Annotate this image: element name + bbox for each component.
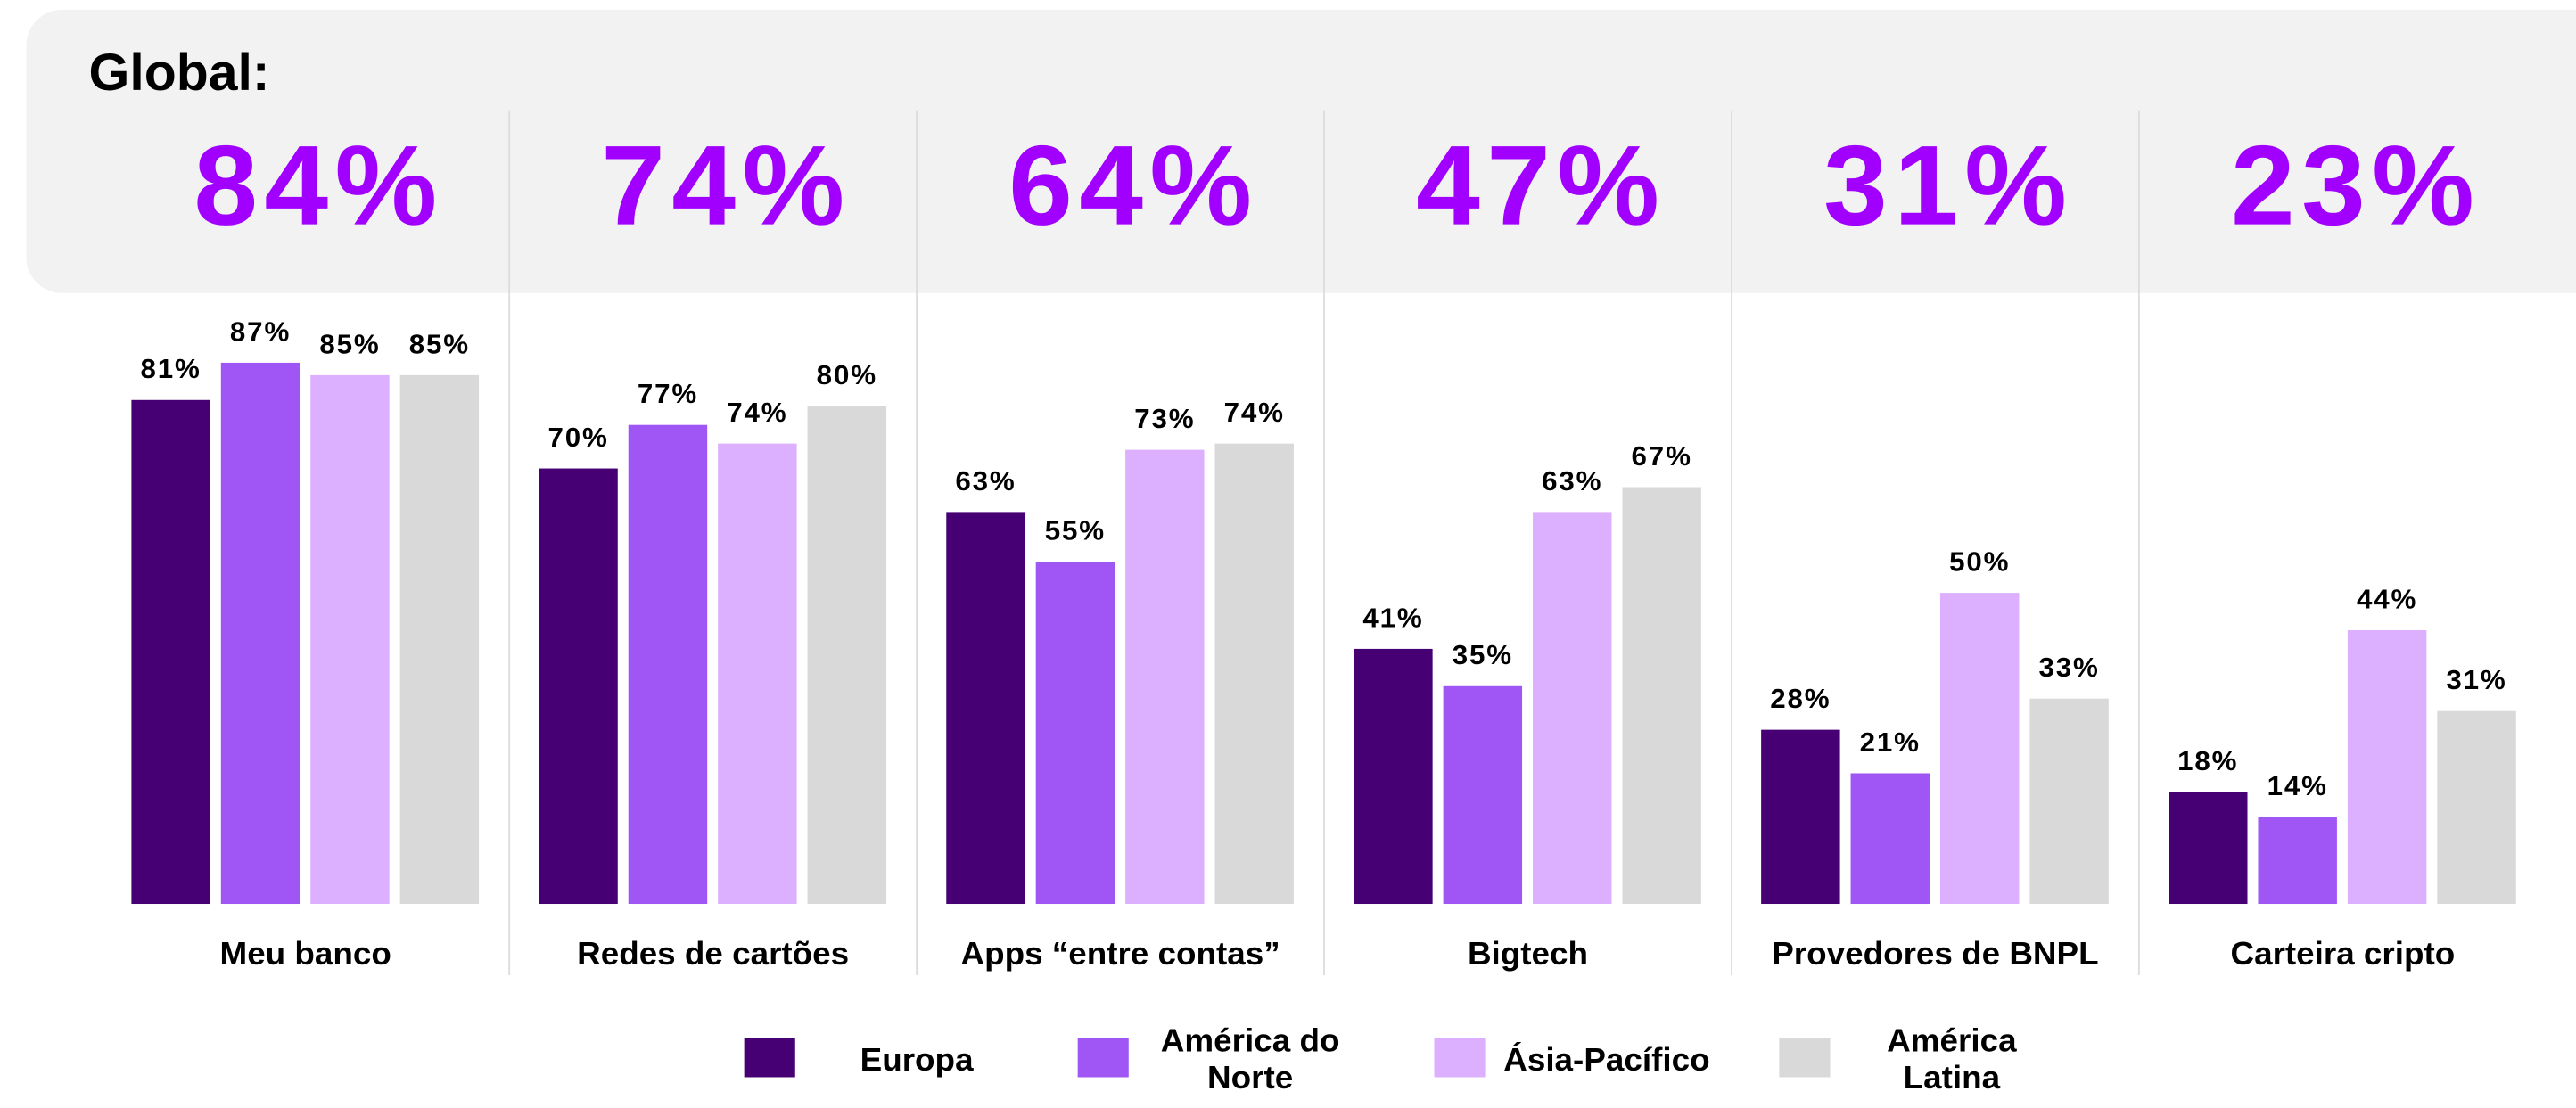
- bar: [2258, 817, 2337, 905]
- value-label: 55%: [1045, 515, 1106, 546]
- value-label: 41%: [1362, 603, 1423, 634]
- bar: [220, 362, 300, 905]
- bar: [1761, 729, 1840, 905]
- bar: [131, 399, 210, 905]
- bar: [1035, 562, 1115, 905]
- bar: [1939, 593, 2020, 905]
- bar: [718, 443, 797, 905]
- bar: [2437, 710, 2516, 905]
- bar: [399, 374, 480, 905]
- bar: [1354, 648, 1433, 905]
- bar: [539, 468, 618, 905]
- legend-label-box: América do Norte: [1160, 1023, 1340, 1097]
- bar: [2169, 792, 2248, 905]
- value-label: 67%: [1632, 440, 1692, 472]
- value-label: 21%: [1860, 726, 1921, 758]
- legend-label-box: Ásia-Pacífico: [1503, 1042, 1710, 1079]
- value-label: 63%: [1542, 465, 1602, 497]
- category-label: Apps “entre contas”: [960, 935, 1280, 972]
- value-label: 87%: [230, 316, 291, 348]
- value-label: 44%: [2357, 584, 2417, 615]
- bar: [1214, 443, 1294, 905]
- value-label: 31%: [2446, 664, 2506, 695]
- bar: [628, 424, 708, 905]
- category-label: Carteira cripto: [2230, 935, 2455, 972]
- bar: [1125, 449, 1205, 905]
- value-label: 33%: [2038, 652, 2099, 683]
- legend-label: Ásia-Pacífico: [1503, 1042, 1710, 1079]
- global-panel: [26, 9, 2576, 293]
- bar: [2029, 698, 2109, 905]
- value-label: 35%: [1453, 639, 1513, 670]
- bar: [2347, 629, 2427, 905]
- value-label: 18%: [2177, 745, 2238, 776]
- value-label: 70%: [547, 422, 608, 453]
- legend-swatch: [744, 1038, 795, 1078]
- category-label: Provedores de BNPL: [1772, 935, 2098, 972]
- chart-title: Global:: [88, 44, 269, 102]
- value-label: 63%: [955, 465, 1016, 497]
- value-label: 80%: [817, 359, 877, 390]
- value-label: 14%: [2267, 770, 2328, 801]
- bar: [1622, 487, 1701, 905]
- value-label: 73%: [1134, 403, 1195, 434]
- value-label: 85%: [319, 329, 380, 360]
- global-value: 23%: [2231, 122, 2481, 249]
- value-label: 85%: [409, 329, 470, 360]
- legend-label-box: Europa: [860, 1042, 974, 1079]
- value-label: 81%: [141, 353, 202, 384]
- legend-label-box: América Latina: [1887, 1023, 2017, 1097]
- value-label: 50%: [1949, 546, 2010, 578]
- global-value: 84%: [193, 122, 443, 249]
- category-label: Meu banco: [220, 935, 391, 972]
- category-label: Bigtech: [1468, 935, 1588, 972]
- bar: [946, 512, 1025, 905]
- bar: [807, 406, 887, 905]
- legend-swatch: [1434, 1038, 1486, 1078]
- value-label: 74%: [1224, 397, 1285, 428]
- global-value: 74%: [601, 122, 851, 249]
- global-value: 47%: [1416, 122, 1666, 249]
- bar: [310, 374, 390, 905]
- category-label: Redes de cartões: [577, 935, 849, 972]
- legend-label: América Latina: [1887, 1023, 2017, 1097]
- bar: [1443, 685, 1523, 905]
- value-label: 77%: [638, 378, 698, 409]
- value-label: 28%: [1770, 683, 1831, 714]
- legend-swatch: [1077, 1038, 1129, 1078]
- legend-label: América do Norte: [1160, 1023, 1340, 1097]
- global-value: 64%: [1008, 122, 1258, 249]
- legend-label: Europa: [860, 1042, 974, 1079]
- legend-swatch: [1779, 1038, 1831, 1078]
- global-value: 31%: [1823, 122, 2073, 249]
- bar: [1850, 773, 1930, 905]
- bar: [1533, 512, 1612, 905]
- value-label: 74%: [727, 397, 787, 428]
